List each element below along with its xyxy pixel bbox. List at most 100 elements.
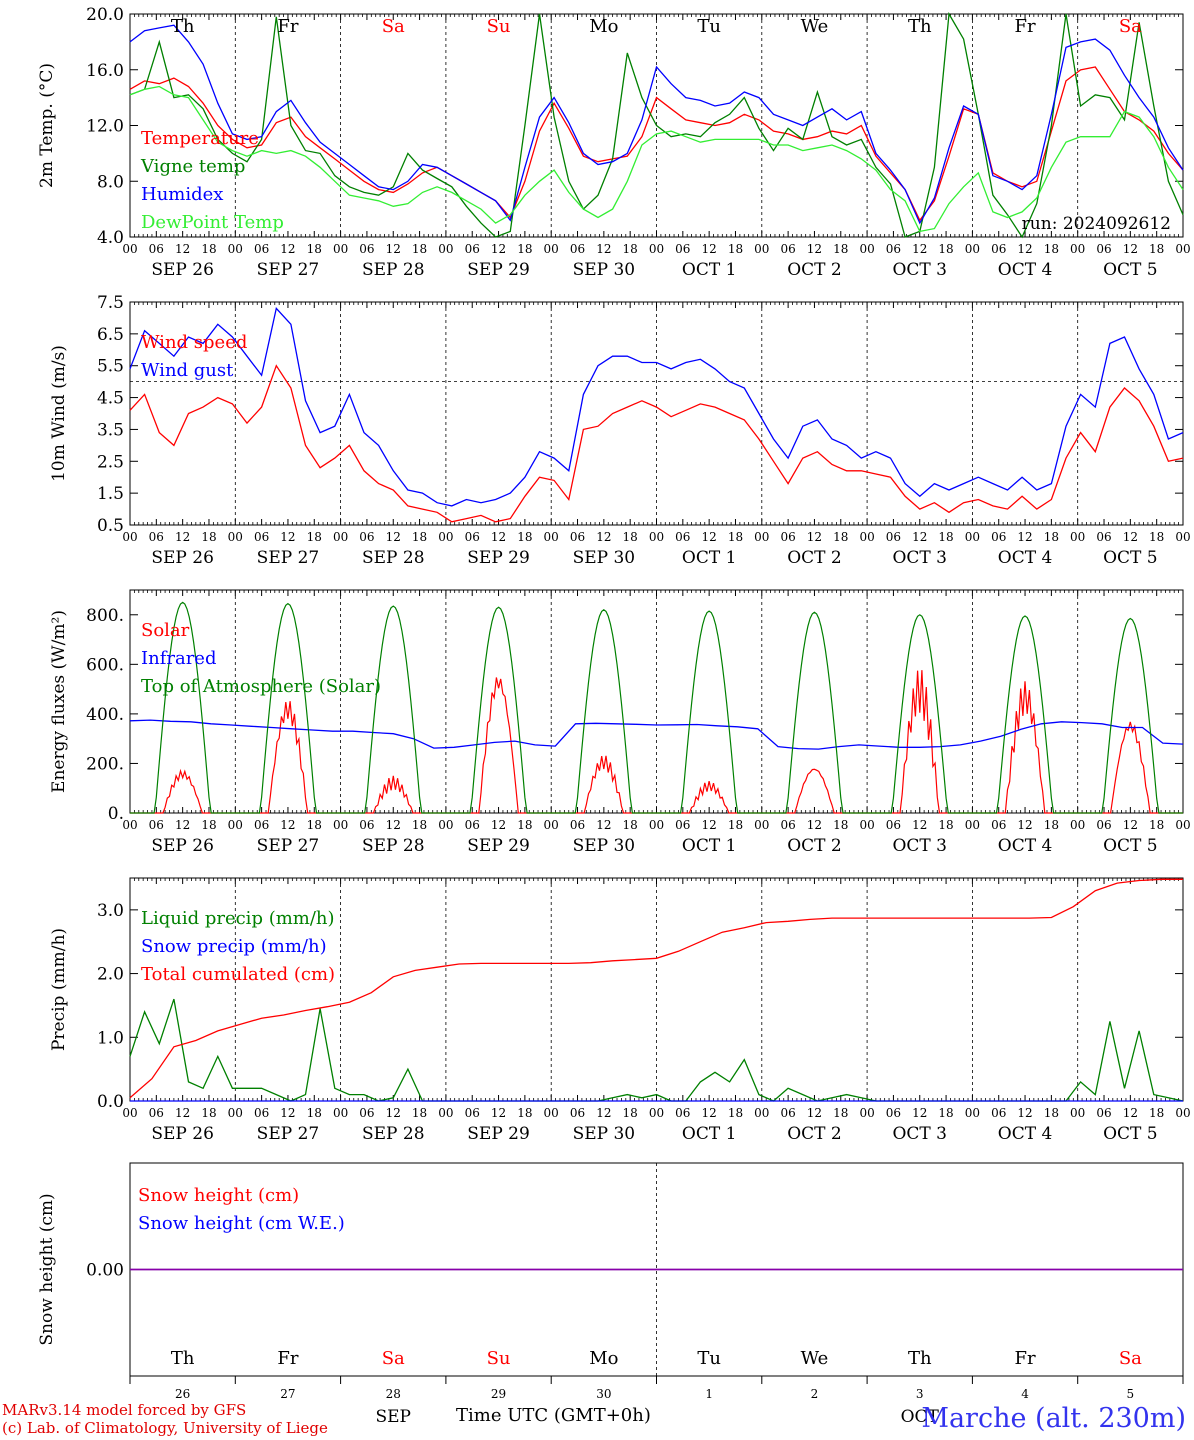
legend-infrared: Infrared xyxy=(141,648,216,669)
day-number: 1 xyxy=(705,1387,713,1401)
hour-tick-label: 06 xyxy=(1096,242,1111,256)
y-tick-label: 1.5 xyxy=(97,484,124,504)
hour-tick-label: 06 xyxy=(675,530,690,544)
hour-tick-label: 12 xyxy=(491,242,506,256)
hour-tick-label: 00 xyxy=(1070,1106,1085,1120)
y-tick-label: 16.0 xyxy=(86,61,124,81)
series-total-cumulated-cm xyxy=(129,878,1183,1099)
legend-temperature: Temperature xyxy=(141,128,259,149)
hour-tick-label: 06 xyxy=(991,530,1006,544)
hour-tick-label: 18 xyxy=(517,242,532,256)
date-label: OCT 4 xyxy=(998,548,1053,568)
date-label: SEP 29 xyxy=(467,548,530,568)
hour-tick-label: 06 xyxy=(254,818,269,832)
hour-tick-label: 06 xyxy=(675,818,690,832)
hour-tick-label: 00 xyxy=(965,242,980,256)
panel-2-frame xyxy=(129,301,1184,526)
hour-tick-label: 18 xyxy=(517,818,532,832)
y-tick-label: 8.0 xyxy=(97,172,124,192)
hour-tick-label: 00 xyxy=(1070,818,1085,832)
hour-tick-label: 06 xyxy=(359,242,374,256)
date-label: SEP 29 xyxy=(467,836,530,856)
hour-tick-label: 06 xyxy=(780,1106,795,1120)
date-label: SEP 30 xyxy=(573,1124,636,1144)
hour-tick-label: 06 xyxy=(359,530,374,544)
hour-tick-label: 00 xyxy=(228,530,243,544)
hour-tick-label: 18 xyxy=(1044,242,1059,256)
hour-tick-label: 12 xyxy=(702,242,717,256)
date-label: OCT 5 xyxy=(1103,260,1158,280)
date-label: OCT 2 xyxy=(787,1124,842,1144)
hour-tick-label: 00 xyxy=(649,818,664,832)
hour-tick-label: 00 xyxy=(1175,242,1190,256)
hour-tick-label: 12 xyxy=(912,530,927,544)
legend-wind-gust: Wind gust xyxy=(141,360,234,381)
hour-tick-label: 12 xyxy=(386,1106,401,1120)
hour-tick-label: 06 xyxy=(780,818,795,832)
day-name-top: Mo xyxy=(589,16,618,37)
date-label: OCT 3 xyxy=(892,548,947,568)
hour-tick-label: 00 xyxy=(1070,530,1085,544)
hour-tick-label: 06 xyxy=(780,242,795,256)
day-name-top: Su xyxy=(487,16,511,37)
day-name-bottom: Fr xyxy=(277,1348,298,1369)
day-name-top: Fr xyxy=(277,16,298,37)
hour-tick-label: 18 xyxy=(728,242,743,256)
day-number: 28 xyxy=(386,1387,401,1401)
hour-tick-label: 00 xyxy=(754,242,769,256)
hour-tick-label: 12 xyxy=(175,242,190,256)
run-annotation: run: 2024092612 xyxy=(1022,214,1171,234)
hour-tick-label: 06 xyxy=(1096,818,1111,832)
month-label: OCT xyxy=(901,1407,940,1427)
date-label: OCT 4 xyxy=(998,1124,1053,1144)
y-tick-label: 12.0 xyxy=(86,117,124,137)
legend-dewpoint-temp: DewPoint Temp xyxy=(141,212,284,233)
hour-tick-label: 12 xyxy=(596,242,611,256)
hour-tick-label: 12 xyxy=(280,242,295,256)
series-humidex xyxy=(129,24,1184,225)
day-name-bottom: Sa xyxy=(382,1348,405,1369)
hour-tick-label: 18 xyxy=(938,1106,953,1120)
hour-tick-label: 00 xyxy=(333,818,348,832)
hour-tick-label: 00 xyxy=(122,530,137,544)
month-label: SEP xyxy=(376,1407,412,1427)
day-name-top: Th xyxy=(171,16,195,37)
hour-tick-label: 00 xyxy=(438,1106,453,1120)
hour-tick-label: 18 xyxy=(307,1106,322,1120)
date-label: SEP 26 xyxy=(151,548,214,568)
model-credit: MARv3.14 model forced by GFS (c) Lab. of… xyxy=(2,1401,328,1437)
hour-tick-label: 12 xyxy=(1123,530,1138,544)
day-name-top: Fr xyxy=(1015,16,1036,37)
date-label: SEP 27 xyxy=(257,260,320,280)
hour-tick-label: 00 xyxy=(228,818,243,832)
hour-tick-label: 00 xyxy=(965,1106,980,1120)
hour-tick-label: 00 xyxy=(649,1106,664,1120)
hour-tick-label: 00 xyxy=(122,1106,137,1120)
date-label: OCT 1 xyxy=(682,1124,737,1144)
legend-humidex: Humidex xyxy=(141,184,223,205)
panel-3-frame xyxy=(129,589,1184,814)
date-label: OCT 2 xyxy=(787,836,842,856)
hour-tick-label: 06 xyxy=(991,1106,1006,1120)
y-tick-label: 800. xyxy=(86,606,124,626)
model-line: MARv3.14 model forced by GFS xyxy=(2,1401,247,1419)
date-label: OCT 1 xyxy=(682,836,737,856)
date-label: OCT 1 xyxy=(682,548,737,568)
hour-tick-label: 06 xyxy=(149,818,164,832)
hour-tick-label: 18 xyxy=(833,242,848,256)
panel-2-ylabel: 10m Wind (m/s) xyxy=(49,345,69,482)
hour-tick-label: 12 xyxy=(491,818,506,832)
hour-tick-label: 12 xyxy=(175,818,190,832)
hour-tick-label: 00 xyxy=(859,530,874,544)
y-tick-label: 1.0 xyxy=(97,1028,124,1048)
legend-snow-height-cm: Snow height (cm) xyxy=(138,1185,299,1206)
day-name-bottom: We xyxy=(801,1348,829,1369)
hour-tick-label: 12 xyxy=(386,818,401,832)
hour-tick-label: 18 xyxy=(938,242,953,256)
date-label: SEP 30 xyxy=(573,836,636,856)
hour-tick-label: 00 xyxy=(438,242,453,256)
hour-tick-label: 18 xyxy=(1149,242,1164,256)
hour-tick-label: 06 xyxy=(886,818,901,832)
hour-tick-label: 06 xyxy=(254,242,269,256)
